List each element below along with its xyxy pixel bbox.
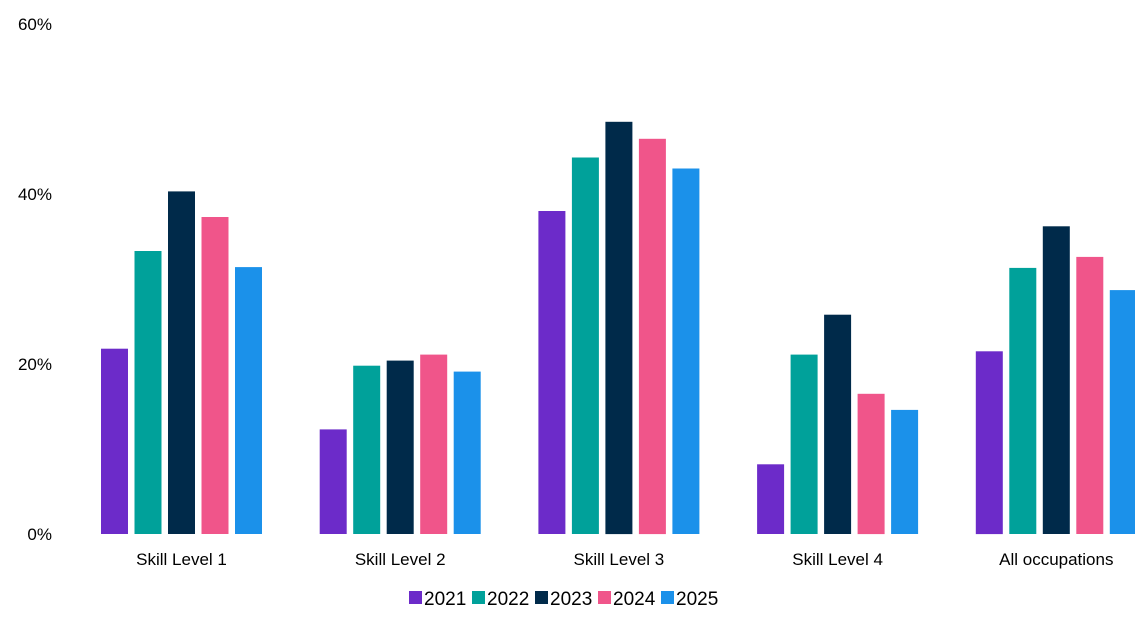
legend-item-2023: 2023 xyxy=(535,589,592,610)
bar-2022 xyxy=(571,157,599,534)
x-tick-label: Skill Level 1 xyxy=(136,550,227,569)
bar-2024 xyxy=(1076,256,1104,534)
legend-swatch xyxy=(409,591,422,604)
bar-2024 xyxy=(420,354,448,534)
bar-2024 xyxy=(857,393,885,535)
bar-2021 xyxy=(101,348,128,534)
legend-swatch xyxy=(535,591,548,604)
bar-2023 xyxy=(168,191,195,534)
bar-group xyxy=(757,314,919,535)
legend-item-2022: 2022 xyxy=(472,589,529,610)
legend-label: 2025 xyxy=(676,589,718,610)
bar-2025 xyxy=(235,267,262,534)
bar-2022 xyxy=(134,251,162,534)
legend-swatch xyxy=(598,591,611,604)
x-tick-label: All occupations xyxy=(999,550,1113,569)
legend: 2021 2022 2023 2024 2025 xyxy=(409,589,718,610)
y-tick-label: 0% xyxy=(27,525,52,544)
y-tick-label: 20% xyxy=(18,355,52,374)
legend-label: 2023 xyxy=(550,589,592,610)
bar-2024 xyxy=(201,217,229,534)
bar-2021 xyxy=(757,464,785,534)
y-tick-label: 60% xyxy=(18,15,52,34)
bars xyxy=(101,121,1135,535)
bar-group xyxy=(975,226,1135,535)
bar-2022 xyxy=(353,365,381,534)
bar-2022 xyxy=(790,354,818,534)
legend-label: 2021 xyxy=(424,589,466,610)
legend-item-2025: 2025 xyxy=(661,589,718,610)
legend-label: 2022 xyxy=(487,589,529,610)
y-tick-label: 40% xyxy=(18,185,52,204)
bar-2023 xyxy=(386,360,414,534)
x-axis: Skill Level 1 Skill Level 2 Skill Level 3 S… xyxy=(136,550,1113,569)
bar-2025 xyxy=(891,409,919,534)
bar-2025 xyxy=(453,371,481,534)
bar-2023 xyxy=(1042,226,1070,535)
bar-group xyxy=(538,121,700,535)
x-tick-label: Skill Level 2 xyxy=(355,550,446,569)
legend-swatch xyxy=(472,591,485,604)
bar-2021 xyxy=(975,351,1003,535)
x-tick-label: Skill Level 3 xyxy=(574,550,665,569)
y-axis: 0% 20% 40% 60% xyxy=(18,15,52,544)
legend-label: 2024 xyxy=(613,589,656,610)
bar-2023 xyxy=(605,121,633,535)
bar-2024 xyxy=(638,138,666,535)
bar-2023 xyxy=(824,314,852,534)
bar-2021 xyxy=(319,429,347,534)
legend-swatch xyxy=(661,591,674,604)
bar-2025 xyxy=(672,168,700,534)
bar-2025 xyxy=(1109,290,1135,534)
bar-group xyxy=(101,191,262,534)
bar-2021 xyxy=(538,211,566,534)
x-tick-label: Skill Level 4 xyxy=(792,550,883,569)
legend-item-2024: 2024 xyxy=(598,589,656,610)
legend-item-2021: 2021 xyxy=(409,589,466,610)
bar-group xyxy=(319,354,481,534)
bar-2022 xyxy=(1009,267,1037,534)
